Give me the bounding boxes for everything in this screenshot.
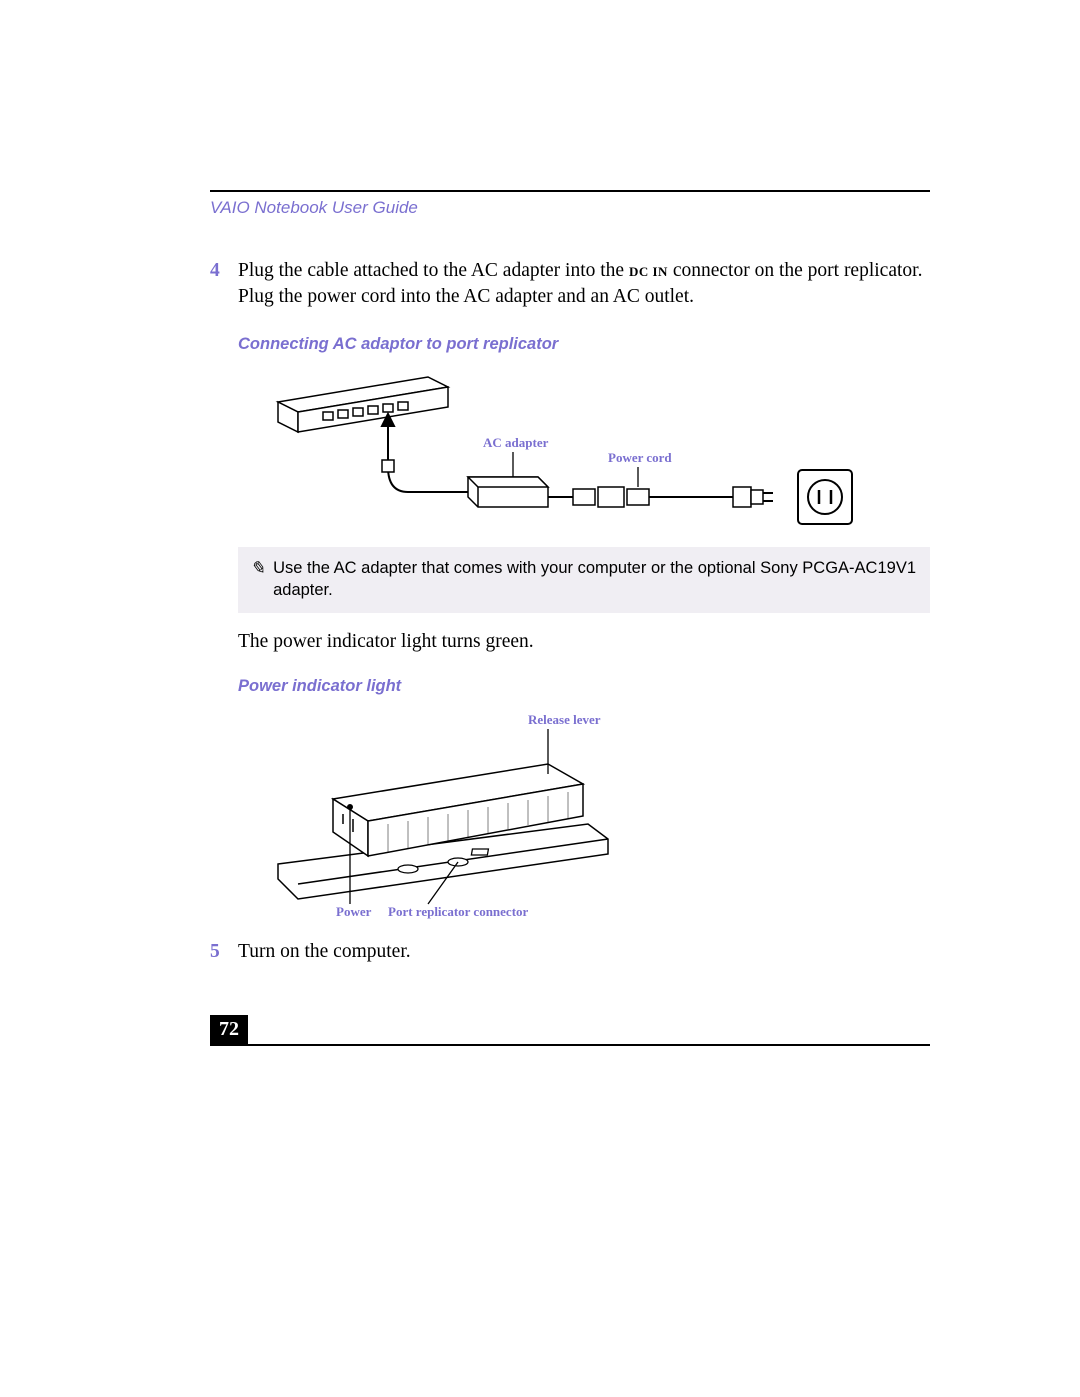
body-text-1: The power indicator light turns green. (238, 629, 930, 655)
figure1-caption: Connecting AC adaptor to port replicator (238, 335, 930, 354)
pencil-icon: ✎ (250, 559, 265, 602)
step-text: Turn on the computer. (238, 939, 930, 965)
figure2-label-power: Power (336, 904, 372, 919)
step-text: Plug the cable attached to the AC adapte… (238, 258, 930, 311)
page-number: 72 (210, 1015, 248, 1044)
footer-rule (210, 1044, 930, 1046)
figure2-diagram: Release lever Power Port replicator conn… (238, 704, 930, 929)
step4-before: Plug the cable attached to the AC adapte… (238, 260, 629, 281)
figure2-label-release-lever: Release lever (528, 712, 601, 727)
step-number: 5 (210, 939, 238, 965)
note-box: ✎ Use the AC adapter that comes with you… (238, 547, 930, 614)
header-rule (210, 190, 930, 192)
step-5: 5 Turn on the computer. (210, 939, 930, 965)
step-number: 4 (210, 258, 238, 311)
header-title: VAIO Notebook User Guide (210, 198, 930, 218)
step-4: 4 Plug the cable attached to the AC adap… (210, 258, 930, 311)
dc-in-label: DC IN (629, 264, 668, 279)
page-footer: 72 (210, 1015, 930, 1046)
figure1-diagram: AC adapter Power cord (238, 362, 930, 537)
figure2-label-port-connector: Port replicator connector (388, 904, 529, 919)
note-text: Use the AC adapter that comes with your … (273, 557, 918, 602)
figure2-caption: Power indicator light (238, 677, 930, 696)
figure1-label-power-cord: Power cord (608, 450, 672, 465)
figure1-label-ac-adapter: AC adapter (483, 435, 549, 450)
